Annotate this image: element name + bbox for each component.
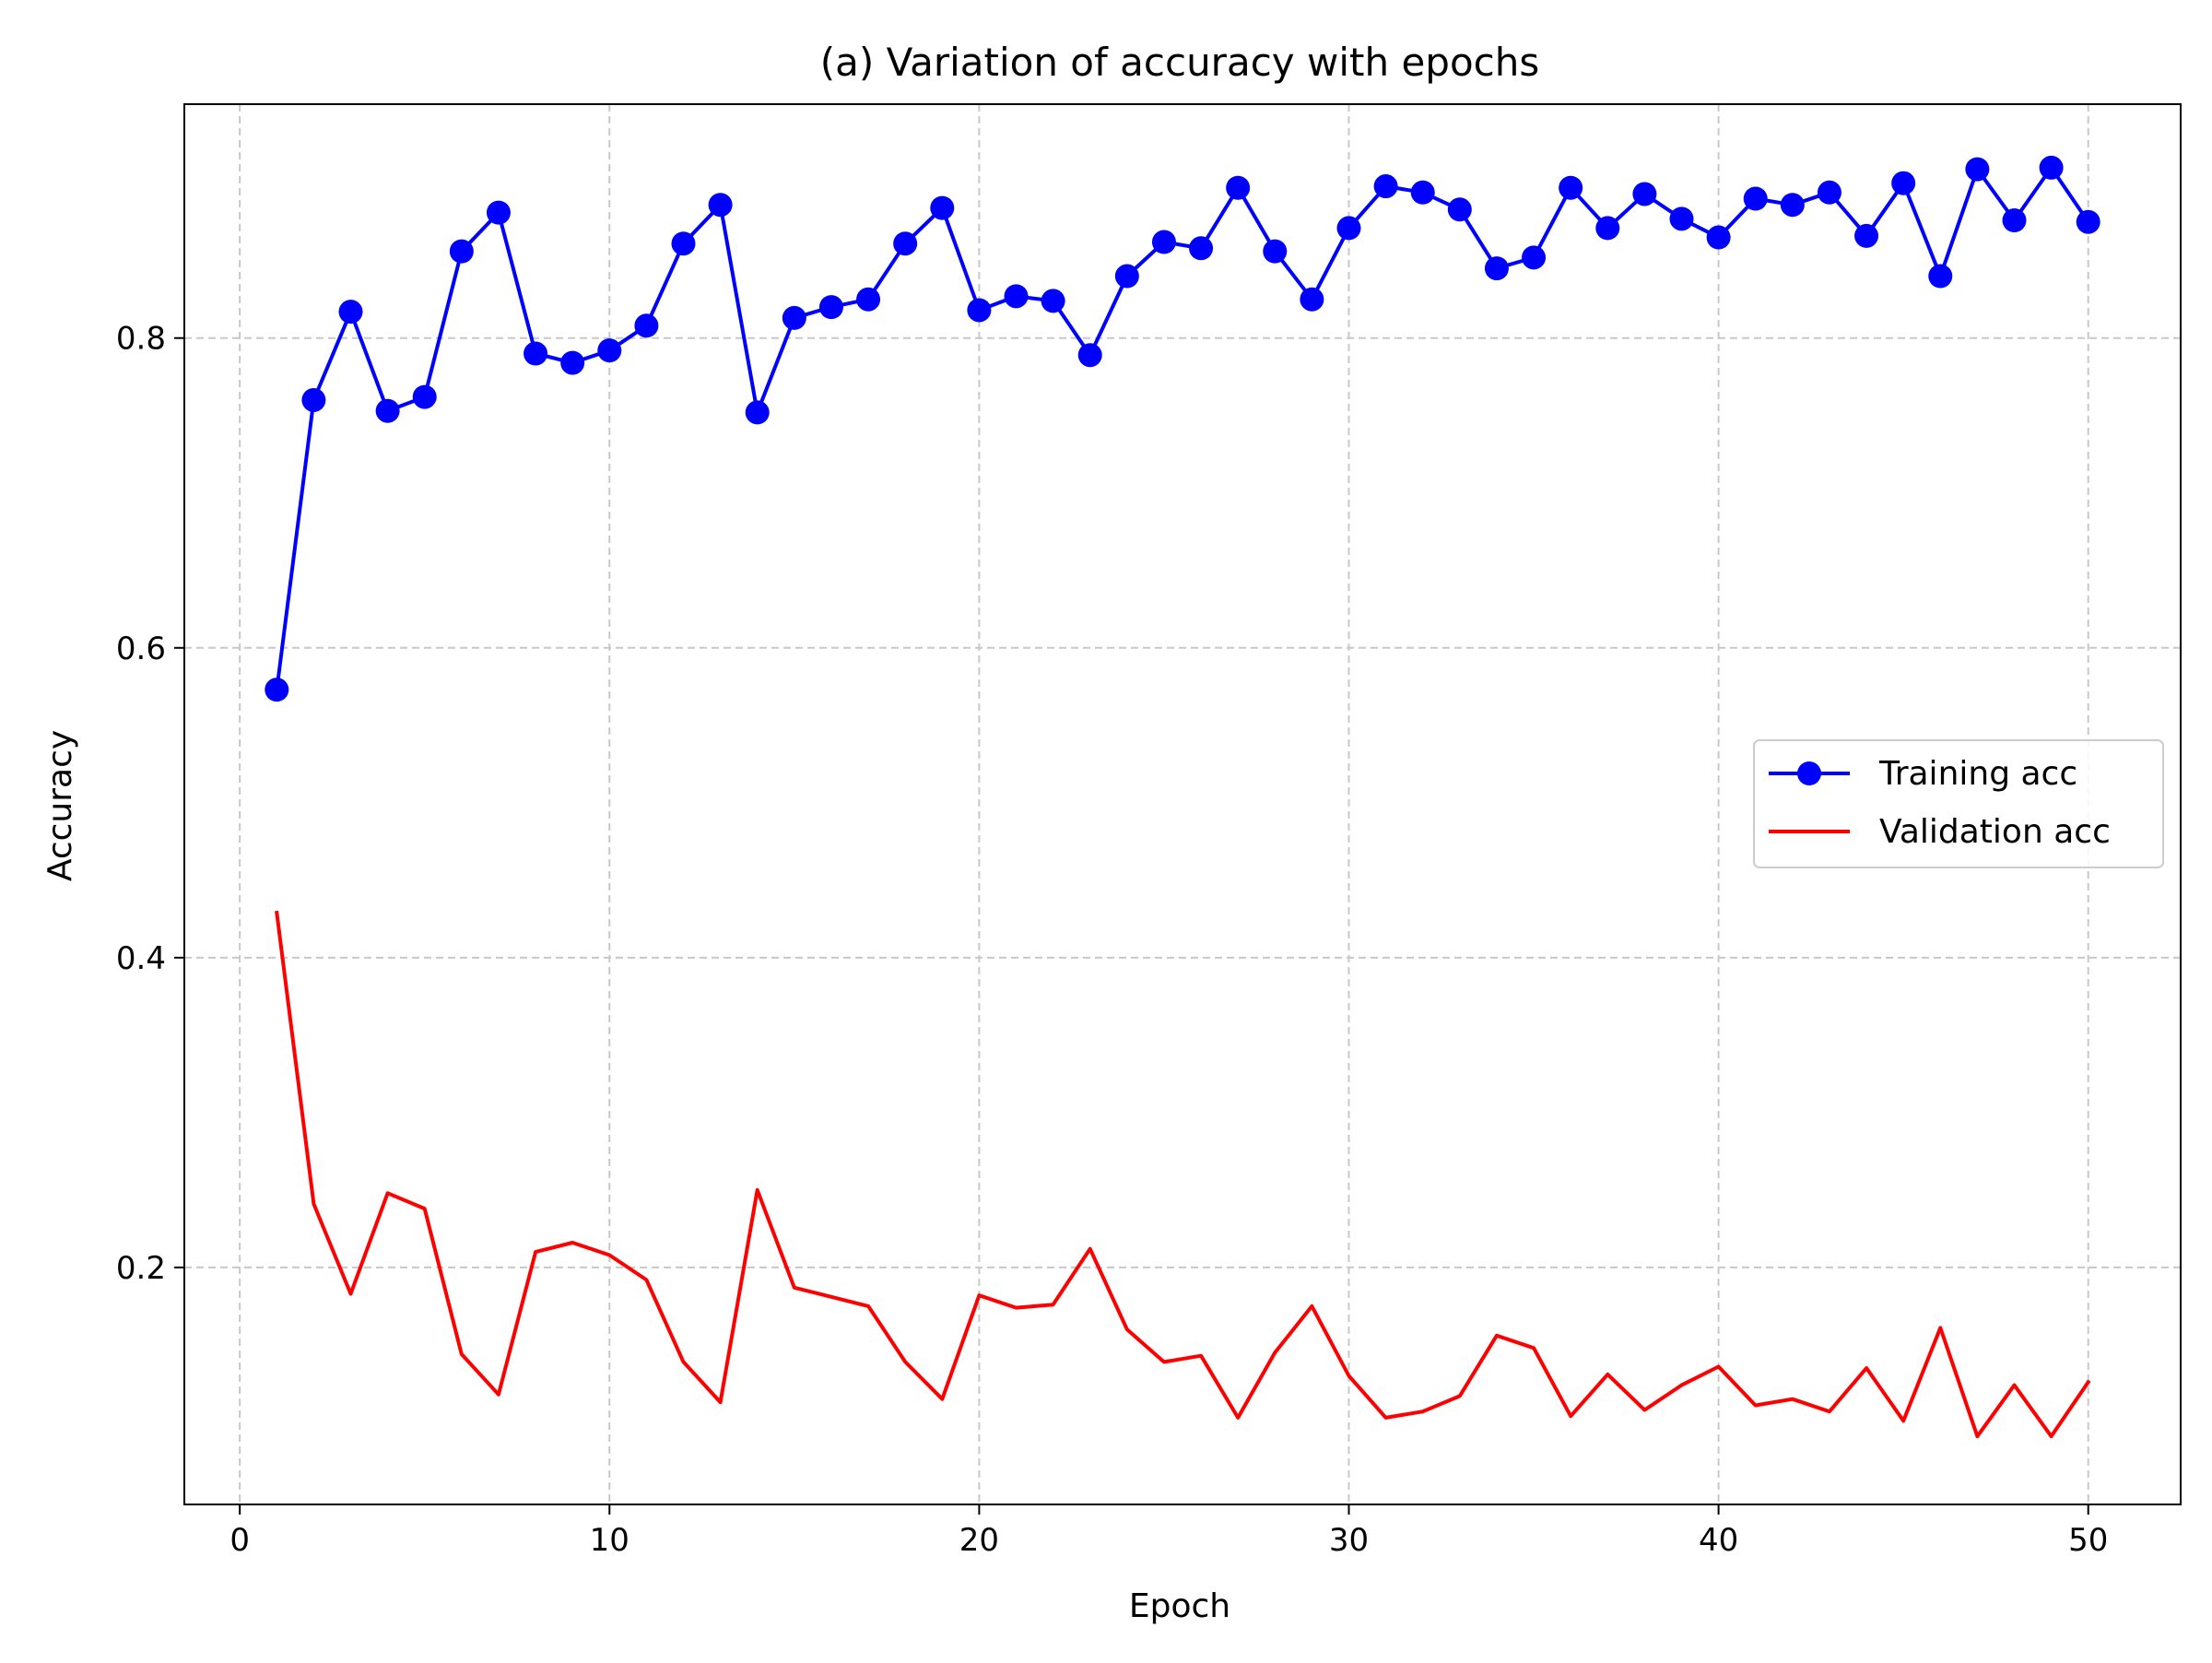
data-point-0 <box>1706 225 1731 250</box>
y-tick-label: 0.6 <box>116 631 166 667</box>
data-point-0 <box>338 300 363 324</box>
data-point-0 <box>486 200 511 225</box>
data-point-0 <box>1595 216 1620 241</box>
data-point-0 <box>1559 175 1583 200</box>
data-point-0 <box>1151 230 1176 254</box>
data-point-0 <box>1965 157 1990 182</box>
data-point-0 <box>1226 175 1251 200</box>
y-tick-label: 0.8 <box>116 321 166 358</box>
data-point-0 <box>412 384 437 409</box>
x-axis-label: Epoch <box>1129 1587 1230 1625</box>
data-point-0 <box>967 298 992 323</box>
data-point-0 <box>1817 180 1841 205</box>
data-point-0 <box>1263 239 1288 264</box>
data-point-0 <box>1632 182 1657 206</box>
y-axis-label: Accuracy <box>41 730 79 881</box>
data-point-0 <box>1891 171 1916 195</box>
axis-layer: 0 10 20 30 40 50 0.2 0.4 0.6 0.8 <box>116 321 2108 1559</box>
data-point-0 <box>560 350 585 375</box>
data-point-0 <box>375 398 400 423</box>
data-point-0 <box>1669 206 1694 231</box>
data-point-0 <box>856 287 881 312</box>
data-point-0 <box>1004 284 1029 309</box>
y-tick-label: 0.2 <box>116 1250 166 1287</box>
data-point-0 <box>1336 216 1361 241</box>
data-point-0 <box>2002 208 2027 233</box>
data-point-0 <box>2039 155 2064 180</box>
data-point-0 <box>1522 245 1547 270</box>
data-point-0 <box>1041 289 1065 313</box>
x-tick-label: 0 <box>229 1522 250 1559</box>
data-point-0 <box>1373 174 1398 199</box>
legend-validation-label: Validation acc <box>1879 813 2111 851</box>
legend-training-marker <box>1797 761 1821 785</box>
data-point-0 <box>265 678 289 702</box>
data-point-0 <box>782 305 806 330</box>
x-tick-label: 10 <box>590 1522 629 1559</box>
legend: Training acc Validation acc <box>1753 739 2164 868</box>
data-point-0 <box>708 193 733 218</box>
data-point-0 <box>1410 180 1435 205</box>
x-tick-label: 30 <box>1329 1522 1369 1559</box>
data-point-0 <box>1189 236 1214 261</box>
data-point-0 <box>818 295 843 320</box>
data-point-0 <box>671 231 696 256</box>
legend-box <box>1753 739 2164 868</box>
x-tick-label: 50 <box>2068 1522 2108 1559</box>
data-point-0 <box>745 400 770 425</box>
series-line-1 <box>275 910 2091 1439</box>
y-tick-label: 0.4 <box>116 940 166 977</box>
legend-training-label: Training acc <box>1878 755 2077 793</box>
series-layer <box>265 155 2100 1439</box>
chart-title: (a) Variation of accuracy with epochs <box>820 40 1539 85</box>
data-point-0 <box>597 338 622 363</box>
data-point-0 <box>301 387 326 412</box>
data-point-0 <box>1854 223 1879 248</box>
x-tick-label: 20 <box>959 1522 999 1559</box>
data-point-0 <box>1928 264 1953 289</box>
data-point-0 <box>524 341 548 366</box>
data-point-0 <box>449 239 474 264</box>
data-point-0 <box>1077 343 1102 368</box>
data-point-0 <box>1300 287 1324 312</box>
plot-frame <box>183 103 2182 1505</box>
data-point-0 <box>634 313 659 338</box>
data-point-0 <box>2076 209 2100 234</box>
data-point-0 <box>1780 193 1805 218</box>
data-point-0 <box>1114 264 1139 289</box>
data-point-0 <box>1484 256 1509 281</box>
data-point-0 <box>1447 197 1472 222</box>
data-point-0 <box>1743 186 1768 211</box>
data-point-0 <box>930 195 955 220</box>
x-tick-label: 40 <box>1699 1522 1738 1559</box>
data-point-0 <box>893 231 918 256</box>
